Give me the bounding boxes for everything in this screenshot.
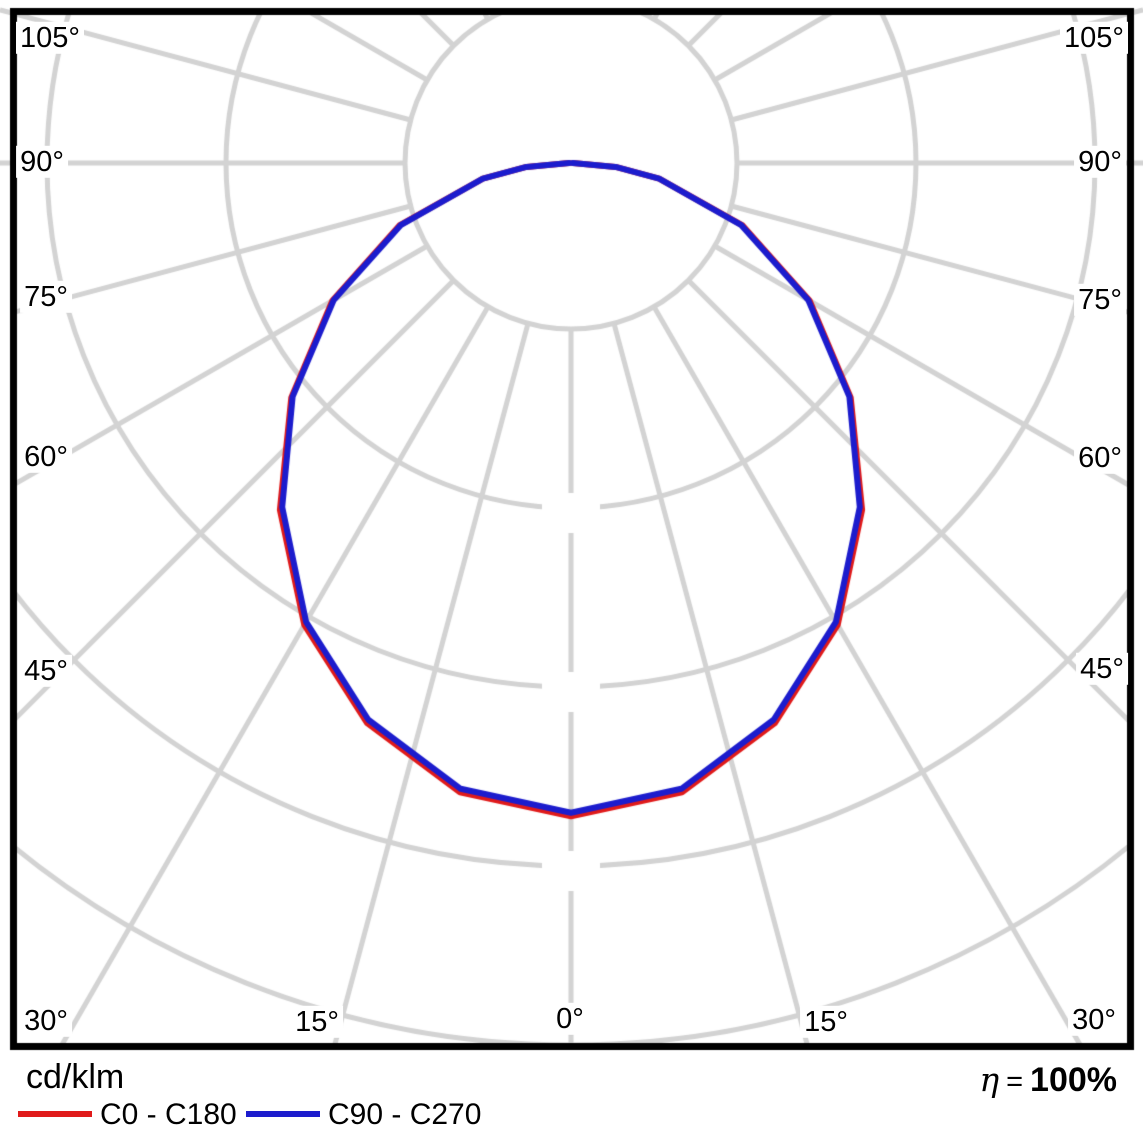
angle-label: 45° bbox=[20, 654, 72, 688]
angle-label: 60° bbox=[1074, 441, 1126, 475]
angle-label: 45° bbox=[1076, 652, 1128, 686]
angle-label: 105° bbox=[16, 21, 84, 55]
legend-swatch-red-line bbox=[18, 1111, 92, 1117]
angle-label: 30° bbox=[20, 1004, 72, 1038]
angle-label: 0° bbox=[552, 1002, 588, 1036]
legend-swatch-blue-line bbox=[246, 1111, 320, 1117]
eta-symbol: η bbox=[979, 1060, 1000, 1099]
legend-label-c90-c270: C90 - C270 bbox=[328, 1098, 482, 1131]
angle-label: 60° bbox=[20, 440, 72, 474]
units-label: cd/klm bbox=[26, 1058, 125, 1096]
equals-sign: = bbox=[1006, 1066, 1024, 1098]
angle-label: 30° bbox=[1068, 1003, 1120, 1037]
angle-label: 15° bbox=[800, 1005, 852, 1039]
angle-label: 75° bbox=[20, 280, 72, 314]
legend-label-c0-c180: C0 - C180 bbox=[100, 1098, 237, 1131]
angle-label: 15° bbox=[291, 1005, 343, 1039]
angle-label: 90° bbox=[1074, 145, 1126, 179]
angle-label: 75° bbox=[1074, 283, 1126, 317]
light-output-ratio: η = 100% bbox=[979, 1060, 1117, 1100]
efficiency-value: 100% bbox=[1030, 1061, 1117, 1099]
angle-label: 90° bbox=[16, 145, 68, 179]
angle-label: 105° bbox=[1060, 21, 1128, 55]
